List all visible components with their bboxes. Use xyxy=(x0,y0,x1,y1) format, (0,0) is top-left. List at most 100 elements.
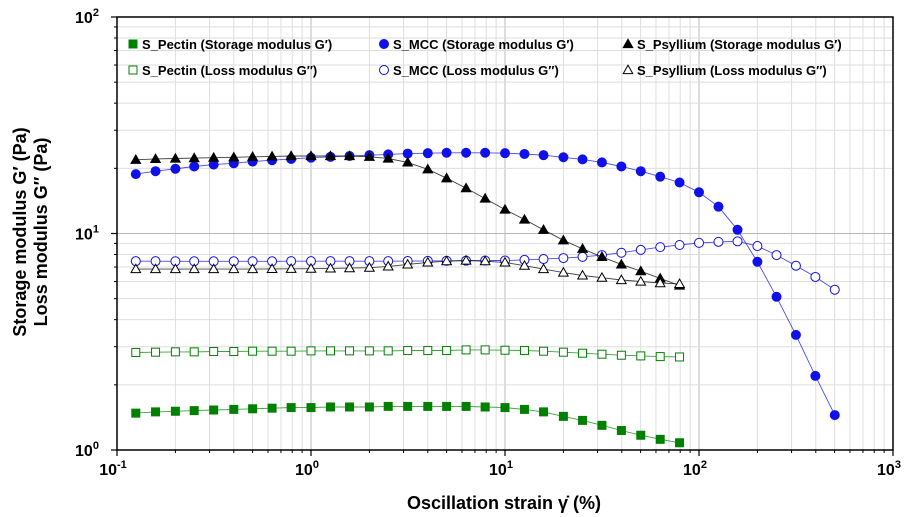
data-point xyxy=(383,346,393,356)
legend-label: S_Pectin (Loss modulus G″) xyxy=(142,63,317,78)
data-point xyxy=(578,348,588,358)
data-point xyxy=(306,346,316,356)
data-point xyxy=(597,420,607,430)
data-point xyxy=(151,347,161,357)
data-point xyxy=(635,166,646,177)
data-point xyxy=(479,255,491,266)
data-point xyxy=(442,346,452,356)
data-point xyxy=(363,151,376,161)
data-point xyxy=(345,346,355,356)
data-point xyxy=(810,271,821,282)
data-point xyxy=(209,347,219,357)
data-point xyxy=(248,404,258,414)
data-point xyxy=(229,404,239,414)
data-point xyxy=(306,403,316,413)
data-point xyxy=(188,152,200,163)
data-point xyxy=(266,150,278,161)
data-point xyxy=(519,148,530,159)
legend-item: S_Psyllium (Loss modulus G″) xyxy=(622,63,827,78)
data-point xyxy=(267,346,277,356)
x-tick-label: 10-1 xyxy=(99,459,127,479)
data-point xyxy=(694,187,704,198)
data-point xyxy=(209,405,219,415)
legend-marker xyxy=(128,39,138,49)
data-point xyxy=(616,426,626,436)
data-point xyxy=(170,163,181,174)
data-point xyxy=(655,434,665,444)
data-point xyxy=(674,239,685,250)
data-point xyxy=(499,256,511,267)
data-point xyxy=(829,410,840,421)
data-point xyxy=(460,182,472,193)
data-point xyxy=(422,163,434,174)
data-point xyxy=(402,258,414,269)
data-point xyxy=(576,269,589,280)
data-point xyxy=(189,406,199,416)
data-point xyxy=(537,224,550,234)
legend-item: S_MCC (Loss modulus G″) xyxy=(379,63,559,78)
data-point xyxy=(423,401,433,411)
data-point xyxy=(286,403,296,413)
data-point xyxy=(285,262,297,273)
data-point xyxy=(480,402,490,412)
data-point xyxy=(246,151,259,161)
data-point xyxy=(229,347,239,357)
data-point xyxy=(441,147,452,158)
data-point xyxy=(131,348,141,358)
y-axis-title-storage: Storage modulus G′ (Pa) xyxy=(10,127,30,336)
data-point xyxy=(810,370,821,381)
data-point xyxy=(246,263,259,274)
data-point xyxy=(675,438,685,448)
data-point xyxy=(130,153,142,164)
data-point xyxy=(615,274,628,285)
x-tick-label: 100 xyxy=(295,459,319,479)
series-4 xyxy=(130,150,686,290)
legend-item: S_MCC (Storage modulus G′) xyxy=(379,37,574,52)
data-point xyxy=(267,403,277,413)
data-point xyxy=(557,234,570,245)
series-0 xyxy=(131,401,685,448)
data-point xyxy=(752,256,763,267)
data-point xyxy=(732,236,743,247)
data-point xyxy=(713,236,724,247)
data-point xyxy=(461,345,471,355)
data-point xyxy=(558,347,568,357)
data-point xyxy=(538,254,549,265)
data-point xyxy=(461,147,472,158)
data-point xyxy=(538,150,549,161)
data-point xyxy=(558,152,569,163)
data-point xyxy=(578,415,588,425)
y-tick-label: 102 xyxy=(75,7,99,27)
data-point xyxy=(169,152,182,163)
data-point xyxy=(208,151,220,162)
data-point xyxy=(382,260,394,271)
data-point xyxy=(673,278,686,289)
data-point xyxy=(286,346,296,356)
x-axis-title: Oscillation strain γ̇ (%) xyxy=(407,493,601,513)
data-point xyxy=(285,150,297,161)
data-point xyxy=(442,401,452,411)
data-point xyxy=(635,244,646,255)
y-tick-label: 101 xyxy=(75,224,99,244)
data-point xyxy=(189,161,200,172)
data-point xyxy=(440,172,453,183)
data-point xyxy=(596,157,607,168)
data-point xyxy=(576,242,589,253)
data-point xyxy=(616,350,626,360)
data-point xyxy=(771,250,782,261)
data-point xyxy=(228,263,240,274)
data-point xyxy=(343,262,356,273)
legend-label: S_Psyllium (Loss modulus G″) xyxy=(637,63,827,78)
data-point xyxy=(577,154,588,165)
data-point xyxy=(324,262,337,273)
x-tick-label: 102 xyxy=(683,459,707,479)
y-axis-title-loss: Loss modulus G″ (Pa) xyxy=(31,138,51,327)
series-5 xyxy=(130,254,686,289)
legend: S_Pectin (Storage modulus G′) S_MCC (Stor… xyxy=(128,37,842,78)
data-point xyxy=(422,256,434,267)
data-point xyxy=(460,254,472,265)
legend-item: S_Pectin (Storage modulus G′) xyxy=(128,37,332,52)
data-point xyxy=(130,169,141,180)
